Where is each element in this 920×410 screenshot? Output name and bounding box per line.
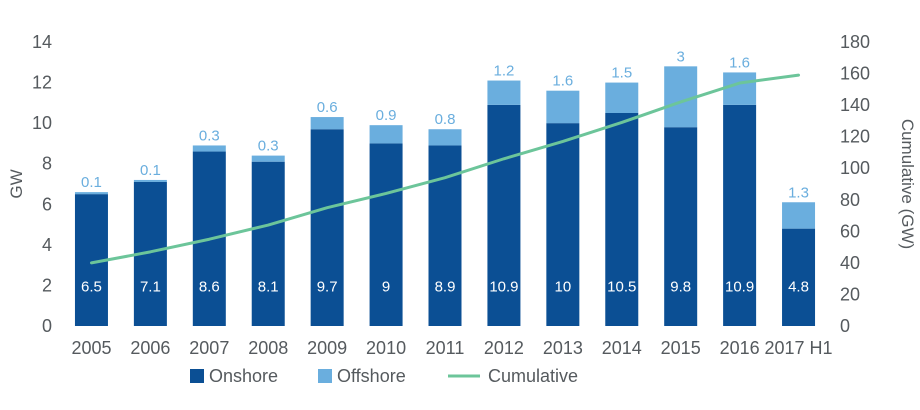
y2-tick-label: 100 <box>840 158 870 178</box>
onshore-value-label: 9.7 <box>317 278 338 295</box>
y2-tick-label: 160 <box>840 64 870 84</box>
onshore-value-label: 9.8 <box>670 278 691 295</box>
x-tick-label: 2011 <box>426 338 465 358</box>
bar-offshore <box>370 125 403 143</box>
onshore-value-label: 10.9 <box>489 278 518 295</box>
offshore-value-label: 0.1 <box>81 174 102 191</box>
y-tick-label: 10 <box>32 113 52 133</box>
onshore-value-label: 10.5 <box>607 278 636 295</box>
bar-offshore <box>193 145 226 151</box>
legend-item-offshore: Offshore <box>318 366 406 386</box>
bar-onshore <box>252 162 285 326</box>
onshore-value-label: 6.5 <box>81 278 102 295</box>
onshore-value-label: 4.8 <box>788 278 809 295</box>
bar-onshore <box>370 143 403 326</box>
y2-axis-title: Cumulative (GW) <box>898 119 917 249</box>
x-tick-label: 2007 <box>189 338 229 358</box>
x-tick-label: 2016 <box>720 338 760 358</box>
bar-offshore <box>311 117 344 129</box>
legend-item-cumulative: Cumulative <box>448 366 578 386</box>
x-tick-label: 2017 H1 <box>765 338 833 358</box>
onshore-value-label: 9 <box>382 278 390 295</box>
y2-tick-label: 140 <box>840 95 870 115</box>
bar-offshore <box>723 72 756 104</box>
onshore-value-label: 10.9 <box>725 278 754 295</box>
legend-label-cumulative: Cumulative <box>488 366 578 386</box>
offshore-value-label: 0.1 <box>140 162 161 179</box>
bar-offshore <box>134 180 167 182</box>
legend-swatch-onshore <box>190 369 204 383</box>
bar-onshore <box>311 129 344 326</box>
x-tick-label: 2013 <box>543 338 583 358</box>
y-tick-label: 0 <box>42 316 52 336</box>
offshore-value-label: 0.8 <box>435 111 456 128</box>
x-tick-label: 2012 <box>484 338 524 358</box>
y-tick-label: 8 <box>42 154 52 174</box>
bar-offshore <box>75 192 108 194</box>
y2-tick-label: 40 <box>840 253 860 273</box>
offshore-value-label: 0.6 <box>317 99 338 116</box>
bar-offshore <box>252 156 285 162</box>
x-tick-label: 2009 <box>307 338 347 358</box>
offshore-value-label: 1.6 <box>729 54 750 71</box>
y-axis-title: GW <box>7 169 26 198</box>
y-tick-label: 2 <box>42 275 52 295</box>
y-tick-label: 6 <box>42 194 52 214</box>
bar-onshore <box>546 123 579 326</box>
bar-onshore <box>782 229 815 326</box>
bar-offshore <box>429 129 462 145</box>
onshore-value-label: 8.9 <box>435 278 456 295</box>
y2-tick-label: 80 <box>840 190 860 210</box>
y2-tick-label: 20 <box>840 284 860 304</box>
bar-offshore <box>487 81 520 105</box>
bar-offshore <box>605 83 638 113</box>
x-tick-label: 2015 <box>661 338 701 358</box>
bar-offshore <box>546 91 579 123</box>
onshore-value-label: 10 <box>555 278 572 295</box>
y-tick-label: 4 <box>42 235 52 255</box>
bar-offshore <box>782 202 815 228</box>
offshore-value-label: 1.3 <box>788 184 809 201</box>
onshore-value-label: 8.6 <box>199 278 220 295</box>
x-tick-label: 2014 <box>602 338 642 358</box>
y2-tick-label: 0 <box>840 316 850 336</box>
legend-item-onshore: Onshore <box>190 366 278 386</box>
onshore-value-label: 8.1 <box>258 278 279 295</box>
offshore-value-label: 0.3 <box>199 127 220 144</box>
x-tick-label: 2006 <box>130 338 170 358</box>
y2-tick-label: 120 <box>840 127 870 147</box>
offshore-value-label: 1.5 <box>611 65 632 82</box>
legend-swatch-offshore <box>318 369 332 383</box>
legend-label-offshore: Offshore <box>337 366 406 386</box>
x-tick-label: 2010 <box>366 338 406 358</box>
y2-tick-label: 180 <box>840 32 870 52</box>
offshore-value-label: 1.2 <box>493 63 514 80</box>
y-tick-label: 14 <box>32 32 52 52</box>
y2-tick-label: 60 <box>840 221 860 241</box>
offshore-value-label: 1.6 <box>552 73 573 90</box>
offshore-value-label: 3 <box>677 48 685 65</box>
x-tick-label: 2008 <box>248 338 288 358</box>
bar-onshore <box>664 127 697 326</box>
onshore-value-label: 7.1 <box>140 278 161 295</box>
x-tick-label: 2005 <box>71 338 111 358</box>
legend-label-onshore: Onshore <box>209 366 278 386</box>
offshore-value-label: 0.3 <box>258 138 279 155</box>
y-tick-label: 12 <box>32 73 52 93</box>
offshore-value-label: 0.9 <box>376 107 397 124</box>
